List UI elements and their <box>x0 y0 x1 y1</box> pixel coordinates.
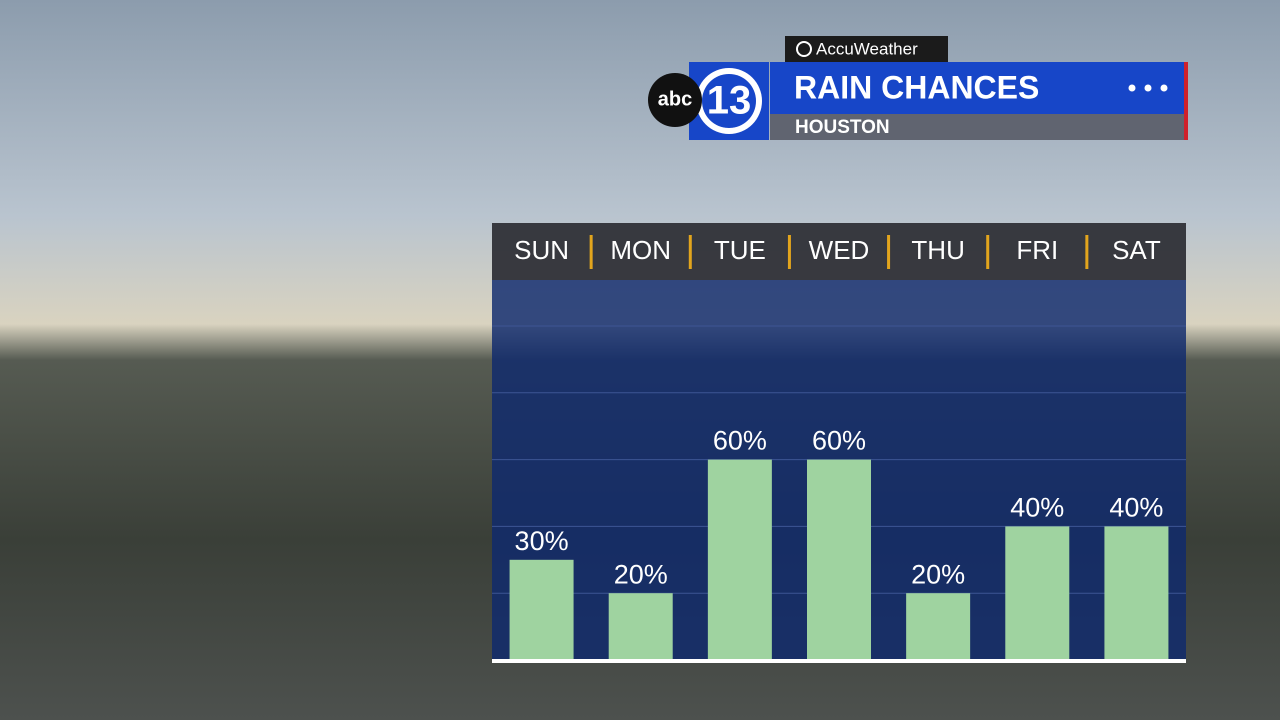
value-label: 40% <box>1010 493 1064 523</box>
logo-inner <box>702 74 756 128</box>
x-tick-label: TUE <box>714 235 766 265</box>
value-label: 60% <box>812 426 866 456</box>
x-tick-label: THU <box>911 235 964 265</box>
chart-subtitle: HOUSTON <box>795 117 890 138</box>
bar <box>807 459 871 660</box>
value-label: 20% <box>614 559 668 589</box>
value-label: 60% <box>713 426 767 456</box>
chart-title: RAIN CHANCES <box>794 69 1039 105</box>
x-tick-label: MON <box>610 235 671 265</box>
day-header <box>492 223 1186 280</box>
accent <box>1184 62 1188 140</box>
bar <box>608 593 673 660</box>
separator <box>1085 235 1089 269</box>
sun-icon <box>796 41 812 57</box>
bar <box>707 459 772 660</box>
value-label: 40% <box>1109 493 1163 523</box>
x-tick-label: SUN <box>514 235 569 265</box>
baseline <box>492 659 1186 663</box>
value-label: 20% <box>911 559 965 589</box>
menu-dots <box>1128 84 1168 92</box>
channel: 13 <box>707 79 752 123</box>
separator <box>887 235 891 269</box>
provider: AccuWeather <box>816 39 918 58</box>
bar <box>1104 526 1169 660</box>
x-tick-label: WED <box>809 235 870 265</box>
network: abc <box>658 88 692 110</box>
bar <box>1005 526 1070 660</box>
separator <box>589 235 593 269</box>
network-logo <box>648 73 702 127</box>
bar <box>509 559 574 660</box>
bar <box>906 593 971 660</box>
title-box <box>770 62 1186 114</box>
x-tick-label: SAT <box>1112 235 1161 265</box>
separator <box>986 235 990 269</box>
value-label: 30% <box>515 526 569 556</box>
provider-tag <box>785 36 948 62</box>
x-tick-label: FRI <box>1016 235 1058 265</box>
separator <box>688 235 692 269</box>
subtitle-box <box>770 114 1186 140</box>
separator <box>787 235 791 269</box>
